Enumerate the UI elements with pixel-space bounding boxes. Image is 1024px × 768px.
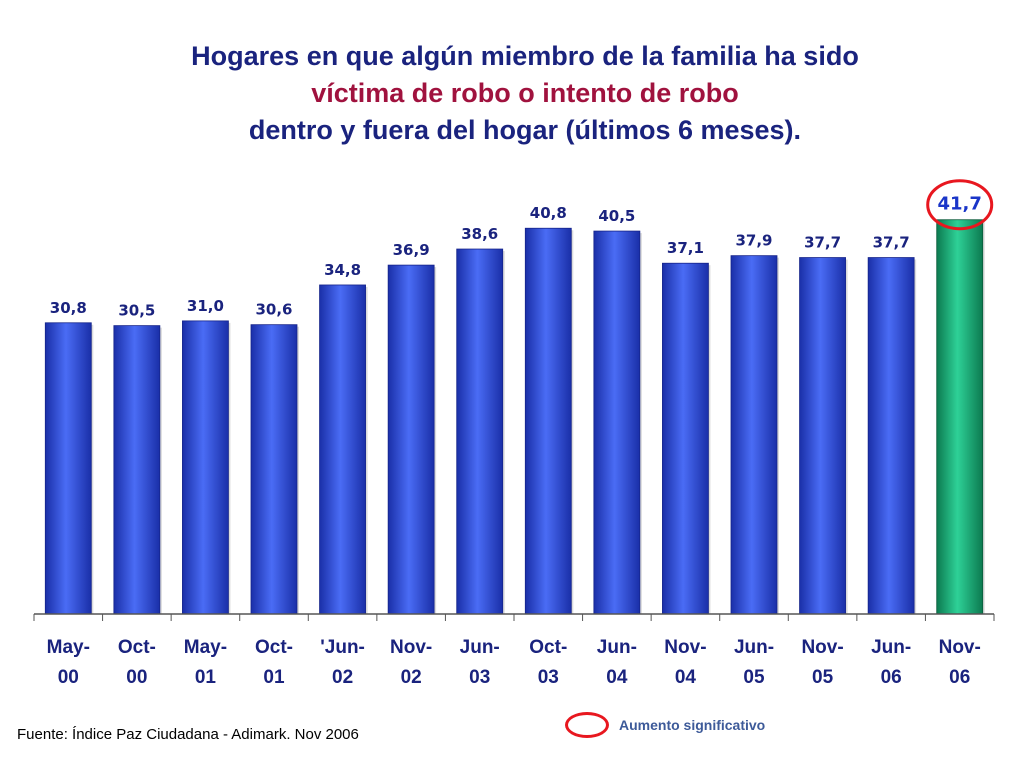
data-label: 30,8 bbox=[50, 299, 87, 317]
data-label: 34,8 bbox=[324, 261, 361, 279]
x-tick-label: 'Jun- bbox=[320, 637, 365, 658]
data-label: 30,6 bbox=[255, 301, 292, 319]
data-label: 37,7 bbox=[873, 234, 910, 252]
data-label: 37,1 bbox=[667, 239, 704, 257]
x-tick-label: Jun- bbox=[871, 637, 911, 658]
x-tick-label: Oct- bbox=[529, 637, 567, 658]
bar bbox=[250, 324, 298, 615]
x-tick-label: 06 bbox=[881, 667, 902, 688]
x-tick-label: 01 bbox=[263, 667, 285, 688]
data-label: 31,0 bbox=[187, 297, 224, 315]
legend-note: Aumento significativo bbox=[565, 708, 765, 742]
x-tick-label: 05 bbox=[743, 667, 765, 688]
x-tick-label: Jun- bbox=[460, 637, 500, 658]
x-tick-label: 03 bbox=[538, 667, 559, 688]
bar bbox=[730, 255, 778, 615]
x-tick-label: Nov- bbox=[664, 637, 706, 658]
bar bbox=[44, 322, 92, 615]
data-label: 40,8 bbox=[530, 204, 567, 222]
x-tick-label: Nov- bbox=[390, 637, 432, 658]
bar bbox=[387, 264, 435, 615]
bar bbox=[799, 257, 846, 615]
data-label: 30,5 bbox=[118, 302, 155, 320]
data-label: 38,6 bbox=[461, 225, 498, 243]
bar bbox=[113, 325, 161, 615]
x-tick-label: Jun- bbox=[597, 637, 637, 658]
highlight-ellipse-icon bbox=[565, 712, 609, 738]
x-tick-label: 06 bbox=[949, 667, 970, 688]
bar bbox=[593, 230, 641, 615]
x-tick-label: 00 bbox=[126, 667, 147, 688]
x-tick-label: 02 bbox=[401, 667, 422, 688]
x-tick-label: Nov- bbox=[939, 637, 981, 658]
x-tick-label: Jun- bbox=[734, 637, 774, 658]
x-tick-label: Nov- bbox=[801, 637, 843, 658]
bar bbox=[867, 257, 915, 615]
title-line-1: Hogares en que algún miembro de la famil… bbox=[191, 41, 859, 71]
x-tick-label: 02 bbox=[332, 667, 353, 688]
bar bbox=[319, 284, 366, 615]
bar bbox=[456, 248, 504, 615]
legend-note-text: Aumento significativo bbox=[619, 717, 766, 733]
x-tick-label: 00 bbox=[58, 667, 79, 688]
bar bbox=[662, 262, 709, 615]
x-tick-label: 01 bbox=[195, 667, 217, 688]
x-tick-label: May- bbox=[184, 637, 227, 658]
x-tick-label: 05 bbox=[812, 667, 834, 688]
data-label: 41,7 bbox=[938, 194, 982, 215]
x-tick-label: 03 bbox=[469, 667, 490, 688]
data-label: 37,9 bbox=[735, 232, 772, 250]
source-note: Fuente: Índice Paz Ciudadana - Adimark. … bbox=[17, 726, 359, 743]
x-tick-label: Oct- bbox=[118, 637, 156, 658]
chart-title: Hogares en que algún miembro de la famil… bbox=[60, 38, 990, 149]
x-tick-label: 04 bbox=[675, 667, 697, 688]
data-label: 36,9 bbox=[393, 241, 430, 259]
bar bbox=[524, 227, 572, 615]
highlight-ellipse bbox=[926, 179, 994, 231]
x-tick-label: May- bbox=[47, 637, 90, 658]
title-line-2: víctima de robo o intento de robo bbox=[311, 78, 739, 108]
data-label: 37,7 bbox=[804, 234, 841, 252]
title-line-3: dentro y fuera del hogar (últimos 6 mese… bbox=[248, 115, 802, 145]
bar bbox=[936, 219, 984, 615]
bar bbox=[182, 320, 229, 615]
x-tick-label: 04 bbox=[606, 667, 628, 688]
x-tick-label: Oct- bbox=[255, 637, 293, 658]
data-label: 40,5 bbox=[598, 207, 635, 225]
